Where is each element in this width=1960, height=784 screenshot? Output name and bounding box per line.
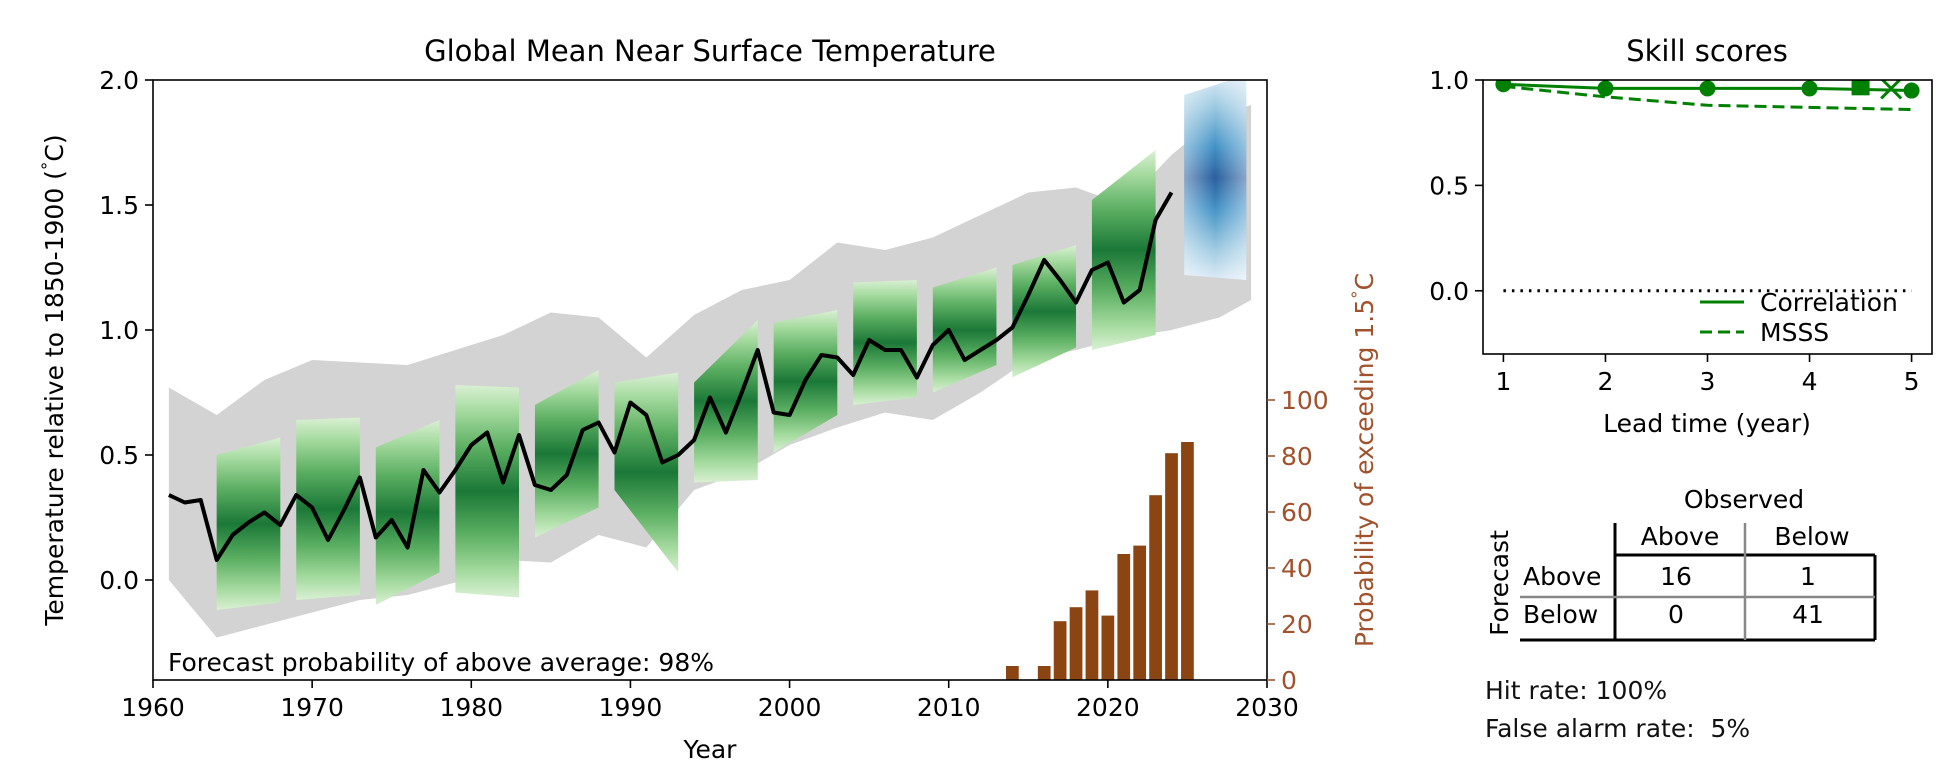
probability-bar-2020 bbox=[1101, 615, 1115, 680]
x-tick-label: 1960 bbox=[121, 693, 185, 722]
forecast-band bbox=[1184, 80, 1247, 280]
skill-x-tick-label: 2 bbox=[1598, 367, 1614, 396]
y2-tick-label: 40 bbox=[1281, 554, 1313, 583]
skill-x-axis: 1 2 3 4 5 bbox=[1495, 354, 1920, 396]
table-row-axis-title: Forecast bbox=[1485, 530, 1514, 636]
forecast-band-shade bbox=[1184, 80, 1247, 280]
y-tick-label: 1.5 bbox=[99, 191, 139, 220]
skill-marker-square bbox=[1851, 80, 1870, 96]
observed-temperature-line bbox=[168, 191, 1174, 562]
y2-tick-label: 20 bbox=[1281, 610, 1313, 639]
y-tick-label: 0.5 bbox=[99, 441, 139, 470]
y2-tick-label: 80 bbox=[1281, 442, 1313, 471]
y2-tick-label: 60 bbox=[1281, 498, 1313, 527]
y-axis-label: Temperature relative to 1850-1900 (°C) bbox=[39, 134, 69, 626]
probability-bars bbox=[1006, 442, 1194, 680]
y-tick-label: 0.0 bbox=[99, 566, 139, 595]
probability-bar-2019 bbox=[1085, 590, 1099, 680]
hindcast-band-9 bbox=[853, 280, 917, 405]
probability-bar-2016 bbox=[1037, 666, 1051, 680]
table-row-header-above: Above bbox=[1523, 562, 1601, 591]
probability-bar-2021 bbox=[1117, 554, 1131, 680]
skill-x-tick-label: 3 bbox=[1700, 367, 1716, 396]
x-tick-label: 2030 bbox=[1235, 693, 1299, 722]
skill-line-msss bbox=[1503, 84, 1912, 112]
skill-scores-chart: Skill scores 1 2 3 4 5 0.0 0.5 1.0 Lead time (… bbox=[1429, 34, 1933, 438]
y2-tick-label: 0 bbox=[1281, 666, 1297, 695]
contingency-table: Observed Forecast Above Below Above Belo… bbox=[1485, 485, 1877, 642]
hit-rate-text: Hit rate: 100% bbox=[1485, 676, 1668, 705]
x-tick-label: 1980 bbox=[439, 693, 503, 722]
hindcast-band-4 bbox=[455, 385, 520, 598]
skill-y-tick-label: 1.0 bbox=[1429, 66, 1469, 95]
skill-x-axis-label: Lead time (year) bbox=[1603, 409, 1811, 438]
table-grid bbox=[1520, 523, 1877, 642]
hindcast-band-6 bbox=[614, 372, 679, 573]
y-axis-left: 0.0 0.5 1.0 1.5 2.0 bbox=[99, 66, 153, 595]
probability-bar-2018 bbox=[1069, 607, 1083, 680]
forecast-probability-annotation: Forecast probability of above average: 9… bbox=[168, 648, 714, 677]
y2-tick-label: 100 bbox=[1281, 386, 1329, 415]
skill-x-tick-label: 4 bbox=[1802, 367, 1818, 396]
x-tick-label: 2020 bbox=[1076, 693, 1140, 722]
hindcast-band-3 bbox=[375, 420, 440, 605]
x-tick-label: 2000 bbox=[758, 693, 822, 722]
temperature-chart: Global Mean Near Surface Temperature 196… bbox=[39, 34, 1379, 764]
skill-marker-circle bbox=[1699, 80, 1716, 97]
skill-y-tick-label: 0.0 bbox=[1429, 277, 1469, 306]
x-axis: 1960 1970 1980 1990 2000 2010 2020 2030 bbox=[121, 680, 1299, 722]
table-cell-above-below: 1 bbox=[1800, 562, 1816, 591]
skill-marker-circle bbox=[1903, 82, 1920, 99]
hindcast-bands bbox=[216, 150, 1156, 610]
y-tick-label: 1.0 bbox=[99, 316, 139, 345]
main-chart-title: Global Mean Near Surface Temperature bbox=[424, 34, 996, 68]
probability-bar-2023 bbox=[1149, 495, 1162, 680]
table-column-axis-title: Observed bbox=[1684, 485, 1804, 514]
skill-marker-x bbox=[1880, 80, 1903, 100]
false-alarm-rate-text: False alarm rate: 5% bbox=[1485, 714, 1751, 743]
skill-marker-circle bbox=[1597, 80, 1614, 97]
probability-bar-2014 bbox=[1006, 666, 1019, 680]
legend-label-msss: MSSS bbox=[1760, 318, 1829, 347]
y-tick-label: 2.0 bbox=[99, 66, 139, 95]
skill-marker-circle bbox=[1801, 80, 1818, 97]
y-axis-right: 0 20 40 60 80 100 bbox=[1267, 386, 1329, 695]
probability-bar-2024 bbox=[1165, 453, 1178, 680]
x-tick-label: 1970 bbox=[280, 693, 344, 722]
hindcast-band-2 bbox=[296, 417, 360, 600]
skill-x-tick-label: 1 bbox=[1495, 367, 1511, 396]
y2-axis-label: Probability of exceeding 1.5°C bbox=[1349, 273, 1379, 647]
hindcast-band-5 bbox=[534, 370, 599, 538]
table-col-header-above: Above bbox=[1641, 522, 1719, 551]
skill-x-tick-label: 5 bbox=[1904, 367, 1920, 396]
table-cell-below-above: 0 bbox=[1668, 600, 1684, 629]
x-axis-label: Year bbox=[683, 735, 738, 764]
skill-marker-circle bbox=[1495, 80, 1512, 93]
legend-label-correlation: Correlation bbox=[1760, 288, 1898, 317]
probability-bar-2025 bbox=[1181, 442, 1194, 680]
table-col-header-below: Below bbox=[1774, 522, 1849, 551]
hindcast-band-7 bbox=[694, 320, 758, 483]
table-cell-above-above: 16 bbox=[1660, 562, 1692, 591]
skill-y-axis: 0.0 0.5 1.0 bbox=[1429, 66, 1483, 306]
table-row-header-below: Below bbox=[1523, 600, 1598, 629]
skill-markers bbox=[1495, 80, 1920, 100]
skill-legend: Correlation MSSS bbox=[1700, 288, 1898, 347]
main-plot-frame bbox=[152, 79, 1268, 681]
hindcast-band-10 bbox=[932, 267, 997, 393]
x-tick-label: 1990 bbox=[599, 693, 663, 722]
skill-chart-title: Skill scores bbox=[1626, 34, 1788, 68]
table-cell-below-below: 41 bbox=[1792, 600, 1824, 629]
hindcast-band-12 bbox=[1091, 150, 1156, 350]
probability-bar-2022 bbox=[1133, 545, 1147, 680]
x-tick-label: 2010 bbox=[917, 693, 981, 722]
skill-y-tick-label: 0.5 bbox=[1429, 171, 1469, 200]
probability-bar-2017 bbox=[1053, 621, 1067, 680]
